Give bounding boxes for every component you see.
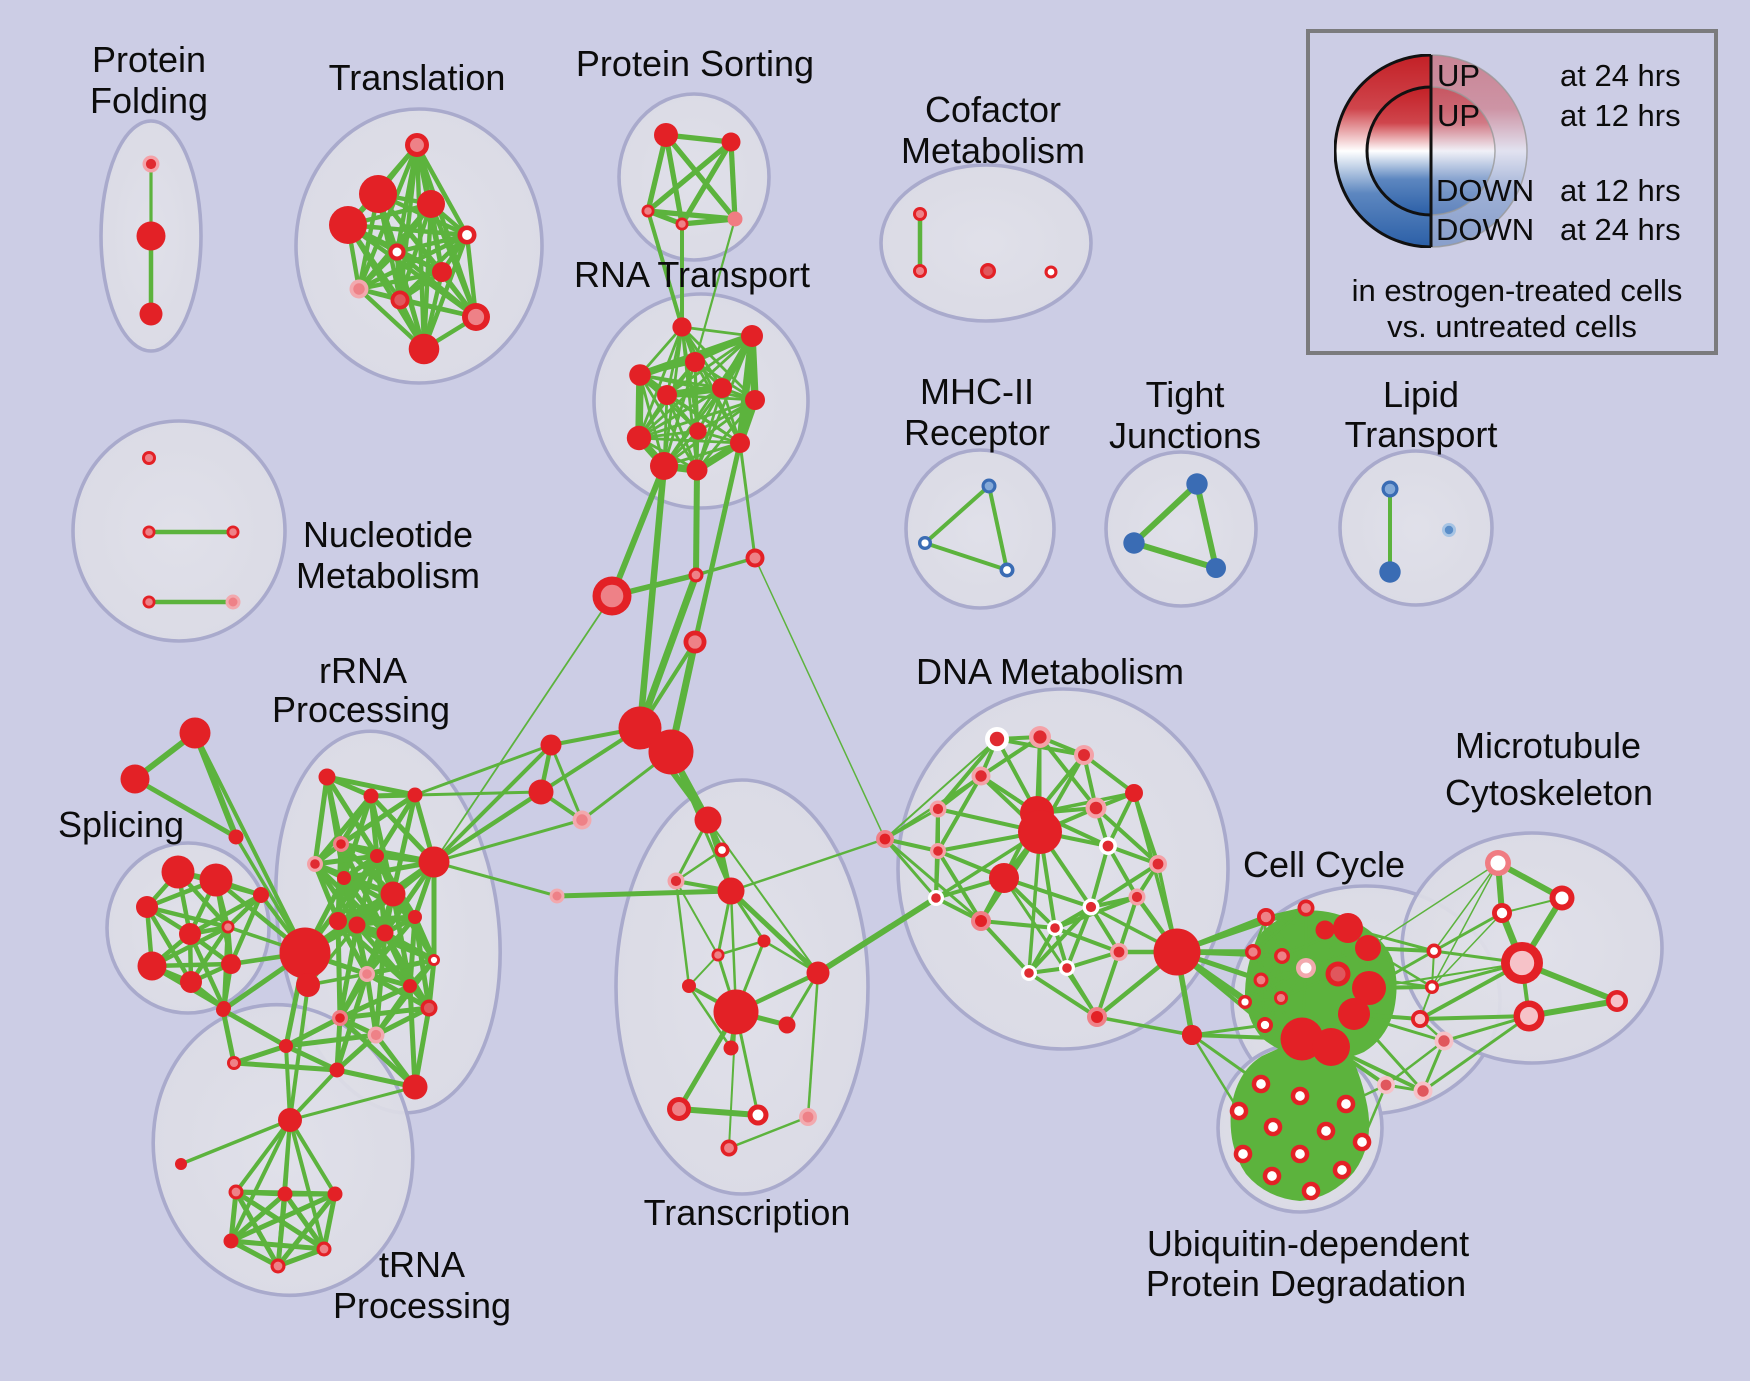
svg-text:at 24 hrs: at 24 hrs: [1560, 58, 1681, 93]
svg-text:Protein Degradation: Protein Degradation: [1146, 1263, 1466, 1304]
svg-text:Ubiquitin-dependent: Ubiquitin-dependent: [1147, 1223, 1469, 1264]
svg-text:Metabolism: Metabolism: [296, 555, 480, 596]
svg-text:Processing: Processing: [333, 1285, 511, 1326]
svg-text:Transport: Transport: [1345, 414, 1498, 455]
svg-text:Folding: Folding: [90, 80, 208, 121]
svg-text:Cofactor: Cofactor: [925, 89, 1061, 130]
svg-text:Metabolism: Metabolism: [901, 130, 1085, 171]
svg-text:vs. untreated cells: vs. untreated cells: [1387, 309, 1637, 344]
svg-text:Nucleotide: Nucleotide: [303, 514, 473, 555]
svg-text:tRNA: tRNA: [379, 1244, 465, 1285]
svg-text:Cell Cycle: Cell Cycle: [1243, 844, 1405, 885]
svg-text:Cytoskeleton: Cytoskeleton: [1445, 772, 1653, 813]
svg-text:Processing: Processing: [272, 689, 450, 730]
svg-text:DNA Metabolism: DNA Metabolism: [916, 651, 1184, 692]
svg-text:in estrogen-treated cells: in estrogen-treated cells: [1352, 273, 1683, 308]
svg-text:Receptor: Receptor: [904, 412, 1050, 453]
svg-text:Microtubule: Microtubule: [1455, 725, 1641, 766]
svg-text:DOWN: DOWN: [1436, 173, 1534, 208]
svg-text:DOWN: DOWN: [1436, 212, 1534, 247]
svg-text:rRNA: rRNA: [319, 650, 407, 691]
svg-text:Transcription: Transcription: [644, 1192, 851, 1233]
svg-text:RNA Transport: RNA Transport: [574, 254, 810, 295]
svg-text:at 12 hrs: at 12 hrs: [1560, 98, 1681, 133]
svg-text:Protein Sorting: Protein Sorting: [576, 43, 814, 84]
svg-text:at 12 hrs: at 12 hrs: [1560, 173, 1681, 208]
svg-text:UP: UP: [1437, 98, 1480, 133]
svg-text:UP: UP: [1437, 58, 1480, 93]
svg-text:Lipid: Lipid: [1383, 374, 1459, 415]
svg-text:MHC-II: MHC-II: [920, 371, 1034, 412]
svg-text:at 24 hrs: at 24 hrs: [1560, 212, 1681, 247]
svg-text:Translation: Translation: [329, 57, 506, 98]
svg-text:Splicing: Splicing: [58, 804, 184, 845]
svg-text:Tight: Tight: [1146, 374, 1225, 415]
svg-text:Junctions: Junctions: [1109, 415, 1261, 456]
svg-text:Protein: Protein: [92, 39, 206, 80]
